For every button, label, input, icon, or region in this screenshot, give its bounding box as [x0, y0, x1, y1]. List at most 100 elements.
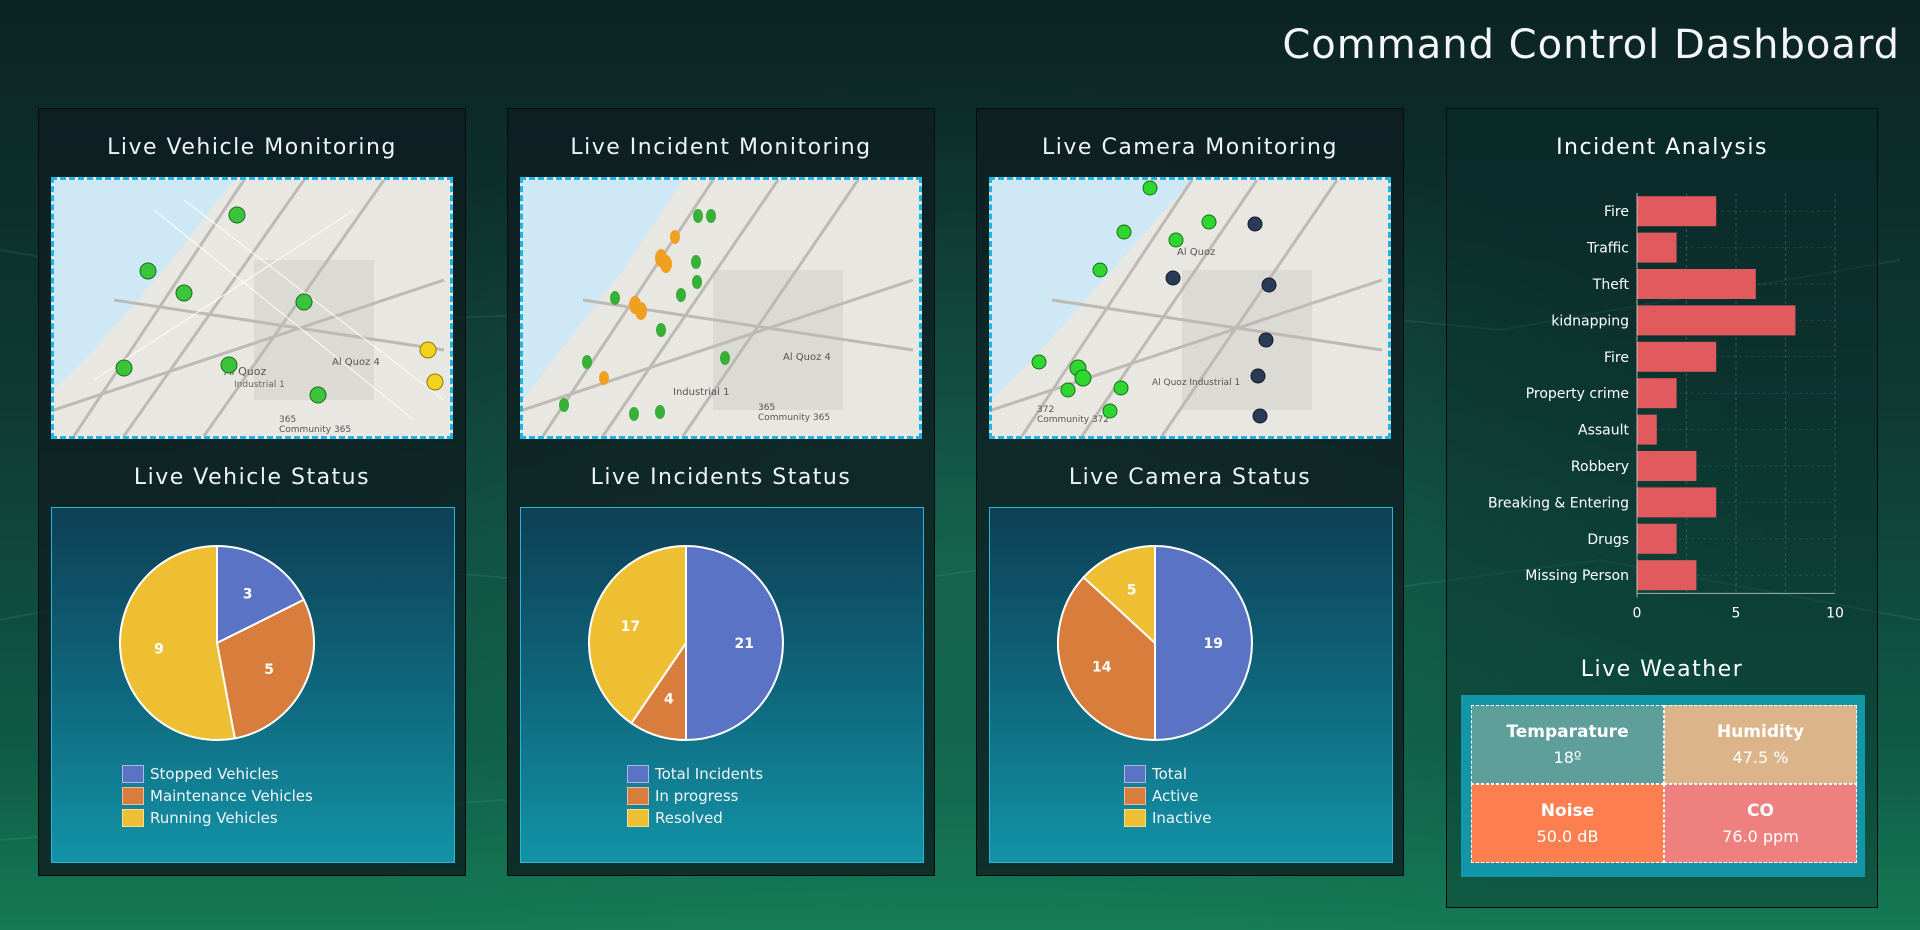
legend-label: Resolved	[655, 809, 723, 827]
category-label: Drugs	[1587, 532, 1629, 548]
weather-value: 76.0 ppm	[1722, 827, 1799, 846]
vehicle-pie: 3 5 9	[119, 544, 315, 741]
legend-label: Total	[1152, 765, 1188, 783]
vehicle-markers	[115, 206, 444, 404]
pie-value-label: 5	[1127, 583, 1137, 599]
incident-analysis-title: Incident Analysis	[1556, 135, 1768, 160]
incident-status-title: Live Incidents Status	[590, 465, 852, 490]
bar[interactable]	[1637, 451, 1697, 481]
camera-status-title: Live Camera Status	[1068, 465, 1312, 490]
legend-item[interactable]: In progress	[627, 785, 763, 807]
category-label: Traffic	[1586, 241, 1629, 257]
incident-legend: Total Incidents In progress Resolved	[627, 763, 763, 829]
legend-item[interactable]: Maintenance Vehicles	[122, 785, 313, 807]
legend-item[interactable]: Total Incidents	[627, 763, 763, 785]
legend-label: Inactive	[1152, 809, 1212, 827]
pie-slice[interactable]	[1154, 544, 1253, 742]
weather-label: Temparature	[1506, 722, 1629, 742]
pie-value-label: 5	[264, 662, 274, 678]
incident-monitoring-title: Live Incident Monitoring	[570, 135, 872, 160]
pie-slice[interactable]	[1082, 544, 1156, 646]
category-label: Fire	[1604, 204, 1629, 220]
legend-item[interactable]: Running Vehicles	[122, 807, 313, 829]
bar[interactable]	[1637, 523, 1677, 554]
bar[interactable]	[1637, 196, 1717, 227]
camera-panel: Live Camera Monitoring Al Quoz Al Quoz I…	[976, 108, 1404, 876]
map-label: Industrial 1	[673, 387, 729, 398]
pie-value-label: 21	[734, 636, 753, 652]
vehicle-legend: Stopped Vehicles Maintenance Vehicles Runn…	[122, 763, 313, 829]
incident-markers	[559, 209, 730, 421]
legend-swatch	[122, 809, 144, 827]
map-label: Al Quoz	[1177, 247, 1215, 258]
incident-map[interactable]: Al Quoz 4 Industrial 1 365 Community 365	[520, 177, 922, 439]
vehicle-monitoring-title: Live Vehicle Monitoring	[107, 135, 397, 160]
incident-pie: 21 4 17	[588, 544, 784, 742]
camera-markers	[1031, 180, 1277, 424]
bar[interactable]	[1637, 269, 1756, 299]
bar[interactable]	[1637, 341, 1717, 372]
category-label: Missing Person	[1525, 568, 1629, 584]
incident-analysis-panel: Incident Analysis Fire Traffic Theft kidnap…	[1446, 108, 1878, 908]
legend-label: Total Incidents	[655, 765, 764, 783]
legend-swatch	[627, 787, 649, 805]
category-label: Fire	[1604, 350, 1629, 366]
legend-swatch	[627, 809, 649, 827]
vehicle-panel: Live Vehicle Monitoring Al Quoz Industri…	[38, 108, 466, 876]
pie-slice[interactable]	[215, 598, 315, 740]
vehicle-status-title: Live Vehicle Status	[133, 465, 371, 490]
legend-swatch	[122, 765, 144, 783]
legend-item[interactable]: Resolved	[627, 807, 763, 829]
map-label: Al Quoz 4	[783, 352, 831, 363]
pie-value-label: 17	[621, 619, 640, 635]
legend-item[interactable]: Inactive	[1124, 807, 1212, 829]
legend-swatch	[627, 765, 649, 783]
camera-map[interactable]: Al Quoz Al Quoz Industrial 1 372 Communi…	[989, 177, 1391, 439]
legend-label: In progress	[655, 787, 739, 805]
legend-label: Maintenance Vehicles	[150, 787, 313, 805]
pie-slice[interactable]	[685, 544, 784, 742]
category-label: Breaking & Entering	[1488, 495, 1629, 511]
map-label: Community 365	[758, 413, 830, 423]
bar[interactable]	[1637, 378, 1677, 409]
legend-swatch	[1124, 809, 1146, 827]
pie-value-label: 19	[1203, 636, 1222, 652]
category-label: Assault	[1578, 423, 1630, 439]
legend-swatch	[1124, 787, 1146, 805]
bar[interactable]	[1637, 487, 1717, 518]
camera-legend: Total Active Inactive	[1124, 763, 1212, 829]
vehicle-map[interactable]: Al Quoz Industrial 1 Al Quoz 4 365 Commu…	[51, 177, 453, 439]
legend-item[interactable]: Total	[1124, 763, 1212, 785]
pie-slice[interactable]	[588, 544, 687, 725]
map-label: Al Quoz 4	[332, 357, 380, 368]
bar[interactable]	[1637, 560, 1697, 591]
pie-slice[interactable]	[216, 544, 306, 645]
bar[interactable]	[1637, 414, 1657, 445]
weather-cell: Temparature 18º	[1471, 705, 1664, 784]
weather-value: 18º	[1553, 748, 1582, 767]
weather-value: 50.0 dB	[1536, 827, 1599, 846]
incident-panel: Live Incident Monitoring Al Quoz 4 Indus…	[507, 108, 935, 876]
weather-cell: CO 76.0 ppm	[1664, 784, 1857, 863]
pie-value-label: 9	[154, 641, 164, 657]
legend-item[interactable]: Active	[1124, 785, 1212, 807]
map-label: Industrial 1	[234, 380, 285, 390]
pie-slice[interactable]	[119, 544, 236, 741]
x-tick-label: 5	[1732, 605, 1741, 619]
bar[interactable]	[1637, 305, 1796, 336]
pie-slice[interactable]	[1057, 575, 1156, 742]
x-tick-label: 10	[1826, 605, 1844, 619]
category-label: Property crime	[1526, 386, 1629, 402]
weather-cell: Humidity 47.5 %	[1664, 705, 1857, 784]
map-label: Community 372	[1037, 415, 1109, 425]
legend-swatch	[1124, 765, 1146, 783]
camera-monitoring-title: Live Camera Monitoring	[1042, 135, 1338, 160]
weather-label: Humidity	[1716, 722, 1805, 742]
pie-value-label: 4	[664, 692, 674, 708]
legend-label: Stopped Vehicles	[150, 765, 279, 783]
map-label: Al Quoz Industrial 1	[1152, 378, 1240, 388]
legend-item[interactable]: Stopped Vehicles	[122, 763, 313, 785]
x-tick-label: 0	[1633, 605, 1642, 619]
pie-value-label: 14	[1092, 659, 1112, 675]
bar[interactable]	[1637, 232, 1677, 263]
